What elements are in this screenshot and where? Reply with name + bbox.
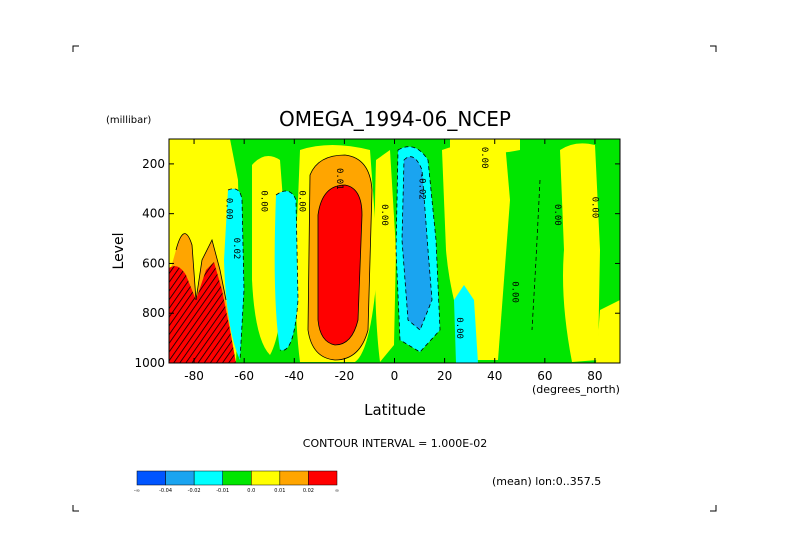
x-tick-label: 20 (437, 369, 452, 383)
x-tick-label: 40 (487, 369, 502, 383)
y-tick-label: 400 (142, 207, 165, 221)
mean-note: (mean) lon:0..357.5 (492, 475, 601, 488)
fill-yellow-center (374, 150, 396, 362)
fill-yellow-right3 (596, 300, 620, 363)
x-axis-label: Latitude (364, 401, 426, 419)
fill-bands (169, 139, 620, 363)
x-tick-label: -40 (284, 369, 304, 383)
fill-cyan-bottom (454, 285, 478, 363)
contour-interval-note: CONTOUR INTERVAL = 1.000E-02 (303, 437, 487, 450)
corner-marks (72, 45, 717, 512)
contour-line (395, 146, 441, 353)
contour-value-label: 0.01 (334, 168, 344, 190)
fill-cyan-left (224, 188, 244, 360)
y-tick-label: 800 (142, 306, 165, 320)
fill-red-center (318, 185, 362, 345)
contour-value-label: 0.00 (454, 317, 464, 339)
plot-area: 0.00 0.00 0.00 0.00 0.00 0.00 0.00 0.00 0.00 0.01… (169, 139, 620, 363)
x-tick-label: -80 (184, 369, 204, 383)
contour-labels: 0.00 0.00 0.00 0.00 0.00 0.00 0.00 0.00 0.00 0.01… (224, 147, 600, 339)
contour-line (227, 188, 245, 361)
fill-blue-center (402, 156, 432, 330)
contour-value-label: 0.00 (259, 190, 269, 212)
colorbar-label: -0.01 (216, 488, 229, 494)
contour-value-label: -0.02 (417, 173, 427, 200)
fill-yellow-strip (450, 139, 520, 154)
colorbar-label: -0.02 (188, 488, 201, 494)
fill-red-left-dense (169, 262, 236, 363)
contour-line (317, 184, 363, 346)
colorbar-swatch (308, 470, 338, 486)
x-tick-label: -60 (234, 369, 254, 383)
colorbar-swatch (136, 470, 166, 486)
contour-line (175, 233, 227, 301)
fill-yellow-topleft (169, 141, 230, 200)
y-tick-label: 1000 (134, 356, 165, 370)
colorbar-swatch (222, 470, 252, 486)
contour-value-label: 0.02 (231, 238, 241, 260)
y-axis-ticks: 200 400 600 800 1000 (134, 157, 620, 370)
colorbar-label: 0.01 (274, 488, 285, 494)
contour-value-label: 0.00 (552, 204, 562, 226)
colorbar: -∞ -0.04 -0.02 -0.01 0.0 0.01 0.02 ∞ (134, 470, 339, 494)
x-tick-label: -20 (335, 369, 355, 383)
colorbar-swatch (193, 470, 223, 486)
chart-title: OMEGA_1994-06_NCEP (279, 107, 511, 131)
colorbar-label: -∞ (134, 488, 140, 494)
x-axis-ticks: -80 -60 -40 -20 0 20 40 60 80 (184, 139, 603, 383)
contour-line (307, 154, 373, 361)
colorbar-swatch (251, 470, 281, 486)
colorbar-label: 0.02 (303, 488, 314, 494)
contour-value-label: 0.00 (589, 197, 599, 219)
fill-yellow-right2 (560, 143, 600, 362)
contour-value-label: 0.00 (379, 204, 389, 226)
y-tick-label: 200 (142, 157, 165, 171)
y-axis-label: Level (111, 233, 127, 270)
contour-line (401, 156, 433, 331)
x-tick-label: 60 (537, 369, 552, 383)
colorbar-label: ∞ (335, 488, 339, 494)
contour-value-label: 0.00 (296, 190, 306, 212)
colorbar-label: 0.0 (247, 488, 255, 494)
contour-lines (175, 146, 541, 361)
colorbar-swatch (279, 470, 309, 486)
colorbar-swatch (165, 470, 195, 486)
y-units-label: (millibar) (106, 115, 151, 126)
x-units-label: (degrees_north) (532, 383, 620, 396)
x-tick-label: 0 (391, 369, 399, 383)
contour-value-label: 0.00 (509, 281, 519, 303)
colorbar-label: -0.04 (159, 488, 172, 494)
fill-cyan-mid (274, 191, 298, 351)
contour-value-label: 0.00 (224, 198, 234, 220)
contour-line (275, 190, 299, 351)
contour-line (531, 179, 541, 331)
y-tick-label: 600 (142, 256, 165, 270)
x-tick-label: 80 (587, 369, 602, 383)
contour-value-label: 0.00 (479, 147, 489, 169)
